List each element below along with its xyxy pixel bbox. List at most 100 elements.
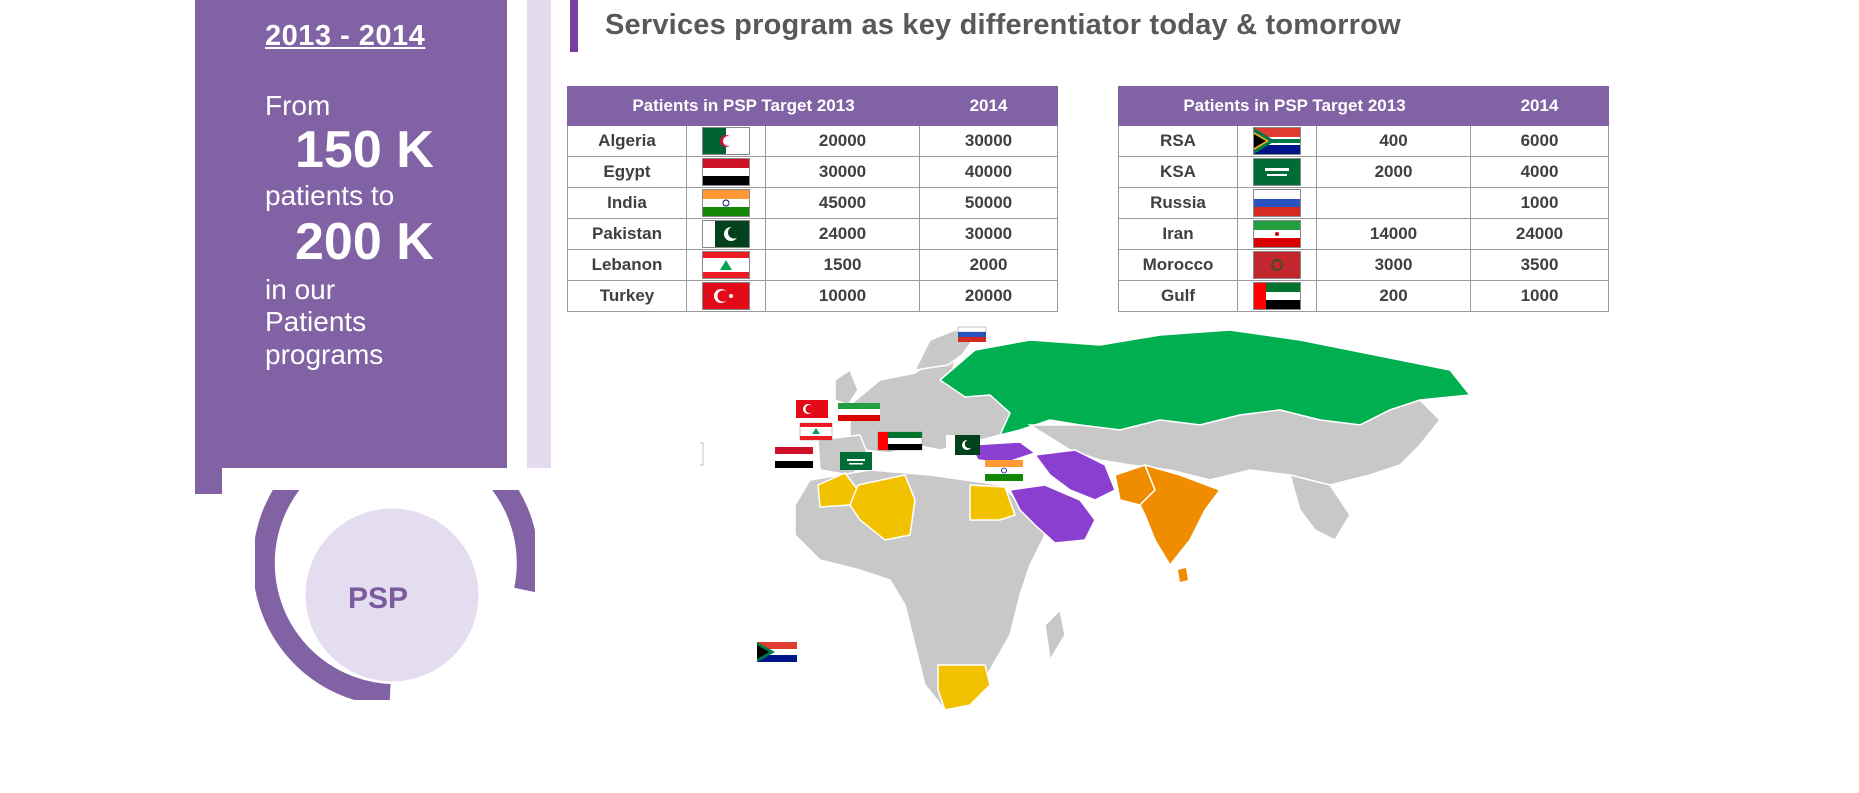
iran-flag-icon bbox=[1253, 220, 1301, 248]
iran-map-flag bbox=[838, 403, 880, 421]
morocco-flag-icon bbox=[1253, 251, 1301, 279]
flag-cell bbox=[686, 249, 766, 281]
saudi-map-flag bbox=[840, 452, 872, 470]
central-asia-landmass bbox=[1027, 399, 1442, 486]
period-heading: 2013 - 2014 bbox=[265, 20, 426, 52]
summary-value-2013: 150 K bbox=[295, 121, 434, 179]
lebanon-map-flag bbox=[799, 422, 833, 441]
table-row: Russia 1000 bbox=[1118, 187, 1609, 219]
iran-region bbox=[1033, 449, 1116, 501]
flag-cell bbox=[1237, 218, 1317, 250]
target-2014-value: 3500 bbox=[1470, 249, 1609, 281]
target-2014-value: 6000 bbox=[1470, 125, 1609, 157]
country-name: Morocco bbox=[1118, 249, 1238, 281]
target-2013-value: 14000 bbox=[1316, 218, 1471, 250]
target-2013-value bbox=[1316, 187, 1471, 219]
target-2014-value: 1000 bbox=[1470, 280, 1609, 312]
southeast-asia-landmass bbox=[1288, 473, 1351, 541]
title-accent-bar bbox=[570, 0, 578, 52]
flag-cell bbox=[686, 187, 766, 219]
pakistan-flag-icon bbox=[702, 220, 750, 248]
summary-patients-to: patients to bbox=[265, 180, 395, 211]
target-2013-value: 1500 bbox=[765, 249, 920, 281]
country-name: Egypt bbox=[567, 156, 687, 188]
algeria-map-flag bbox=[700, 442, 704, 466]
target-2013-value: 20000 bbox=[765, 125, 920, 157]
uk-landmass bbox=[834, 368, 859, 406]
turkey-map-flag bbox=[796, 400, 828, 418]
region-map bbox=[700, 326, 1472, 711]
summary-programs: programs bbox=[265, 339, 384, 370]
country-name: Russia bbox=[1118, 187, 1238, 219]
madagascar-landmass bbox=[1044, 608, 1066, 663]
target-2013-value: 200 bbox=[1316, 280, 1471, 312]
target-2014-value: 50000 bbox=[919, 187, 1058, 219]
country-name: KSA bbox=[1118, 156, 1238, 188]
psp-badge-graphic bbox=[255, 490, 535, 700]
table-row: Pakistan 24000 30000 bbox=[567, 218, 1058, 250]
country-name: India bbox=[567, 187, 687, 219]
india-flag-icon bbox=[702, 189, 750, 217]
turkey-region bbox=[968, 441, 1037, 464]
egypt-region bbox=[969, 484, 1016, 521]
table-row: India 45000 50000 bbox=[567, 187, 1058, 219]
country-name: Gulf bbox=[1118, 280, 1238, 312]
slide-title: Services program as key differentiator t… bbox=[605, 9, 1401, 41]
algeria-flag-icon bbox=[702, 127, 750, 155]
summary-from: From bbox=[265, 90, 331, 121]
egypt-map-flag bbox=[775, 447, 813, 468]
target-2014-value: 2000 bbox=[919, 249, 1058, 281]
country-name: Pakistan bbox=[567, 218, 687, 250]
flag-cell bbox=[1237, 249, 1317, 281]
uae-map-flag bbox=[877, 431, 923, 451]
flag-cell bbox=[686, 125, 766, 157]
table-row: RSA 400 6000 bbox=[1118, 125, 1609, 157]
flag-cell bbox=[1237, 187, 1317, 219]
table-row: Turkey 10000 20000 bbox=[567, 280, 1058, 312]
table1-header-target: Patients in PSP Target 2013 bbox=[567, 86, 920, 126]
target-2014-value: 4000 bbox=[1470, 156, 1609, 188]
target-2013-value: 10000 bbox=[765, 280, 920, 312]
divider-strip bbox=[527, 0, 551, 468]
target-2014-value: 24000 bbox=[1470, 218, 1609, 250]
left-summary-panel bbox=[195, 0, 507, 468]
flag-cell bbox=[686, 218, 766, 250]
target-2014-value: 30000 bbox=[919, 218, 1058, 250]
flag-cell bbox=[1237, 280, 1317, 312]
target-2013-value: 3000 bbox=[1316, 249, 1471, 281]
flag-cell bbox=[1237, 125, 1317, 157]
russia-flag-icon bbox=[1253, 189, 1301, 217]
target-2013-value: 45000 bbox=[765, 187, 920, 219]
panel-notch bbox=[195, 468, 222, 494]
targets-table-1: Patients in PSP Target 2013 2014 Algeria… bbox=[567, 86, 1058, 312]
table2-header-target: Patients in PSP Target 2013 bbox=[1118, 86, 1471, 126]
target-2013-value: 2000 bbox=[1316, 156, 1471, 188]
table2-header-2014: 2014 bbox=[1470, 86, 1609, 126]
summary-patients: Patients bbox=[265, 306, 367, 337]
algeria-region bbox=[849, 474, 916, 541]
target-2014-value: 30000 bbox=[919, 125, 1058, 157]
table-row: Morocco 3000 3500 bbox=[1118, 249, 1609, 281]
table-row: Lebanon 1500 2000 bbox=[567, 249, 1058, 281]
target-2014-value: 40000 bbox=[919, 156, 1058, 188]
summary-in-our: in our bbox=[265, 274, 336, 305]
south-africa-region bbox=[937, 664, 991, 711]
pakistan-map-flag bbox=[946, 435, 980, 455]
lebanon-flag-icon bbox=[702, 251, 750, 279]
psp-label: PSP bbox=[348, 582, 409, 615]
turkey-flag-icon bbox=[702, 282, 750, 310]
summary-value-2014: 200 K bbox=[295, 213, 434, 271]
country-name: Algeria bbox=[567, 125, 687, 157]
table-row: Algeria 20000 30000 bbox=[567, 125, 1058, 157]
table-row: Egypt 30000 40000 bbox=[567, 156, 1058, 188]
country-name: Turkey bbox=[567, 280, 687, 312]
table-row: KSA 2000 4000 bbox=[1118, 156, 1609, 188]
saudi-arabia-region bbox=[1008, 484, 1096, 544]
targets-table-2: Patients in PSP Target 2013 2014 RSA 400 6… bbox=[1118, 86, 1609, 312]
saudi-arabia-flag-icon bbox=[1253, 158, 1301, 186]
russia-map-flag bbox=[957, 326, 987, 342]
table-row: Iran 14000 24000 bbox=[1118, 218, 1609, 250]
flag-cell bbox=[1237, 156, 1317, 188]
flag-cell bbox=[686, 280, 766, 312]
target-2014-value: 20000 bbox=[919, 280, 1058, 312]
